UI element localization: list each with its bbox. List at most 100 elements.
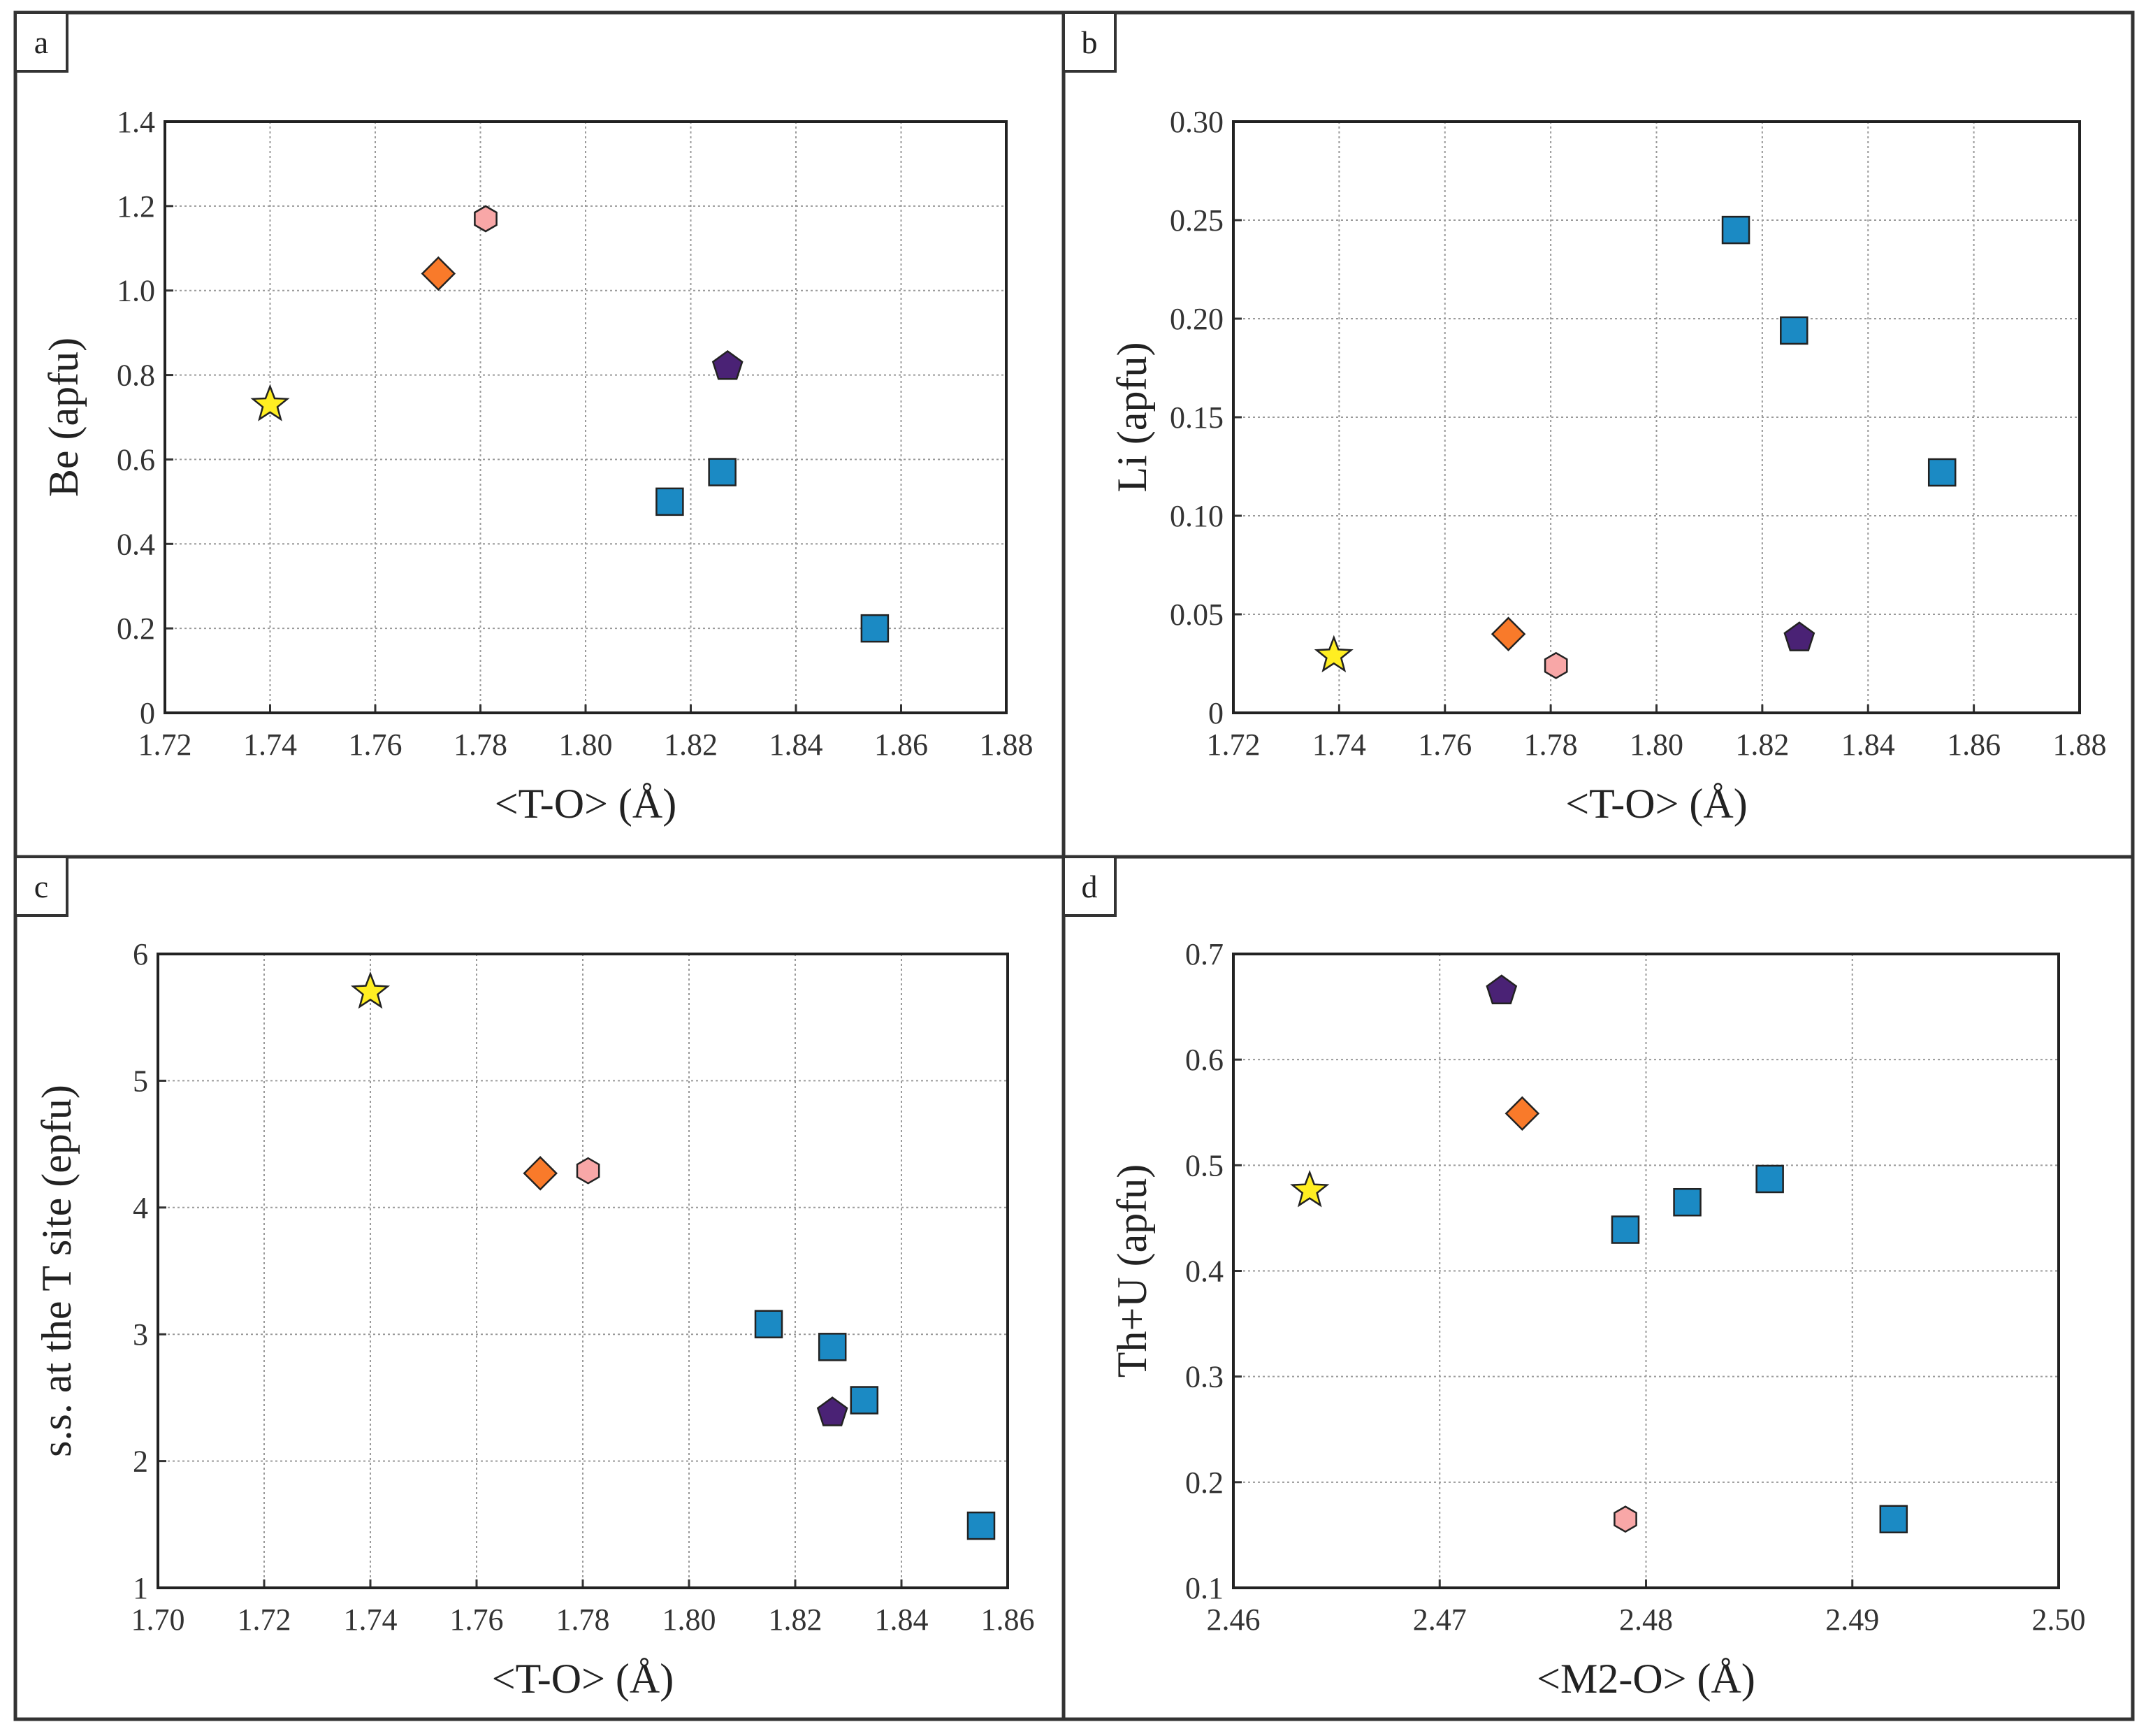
x-tick-label: 1.76 [450, 1603, 504, 1637]
y-tick-label: 2 [133, 1445, 148, 1479]
plot-area [1232, 953, 2060, 1589]
x-tick-label: 2.50 [2032, 1603, 2086, 1637]
square-marker [966, 1511, 996, 1540]
x-tick-label: 1.82 [664, 728, 718, 762]
y-tick-label: 0.4 [117, 527, 155, 561]
diamond-marker [421, 256, 456, 291]
x-tick-label: 1.74 [344, 1603, 398, 1637]
y-tick-label: 0.20 [1170, 302, 1224, 336]
plot-area [157, 953, 1009, 1589]
x-tick-label: 1.88 [980, 728, 1034, 762]
diamond-marker [1505, 1096, 1540, 1131]
x-tick-label: 1.78 [454, 728, 507, 762]
y-tick-label: 0.7 [1185, 937, 1224, 971]
hexagon-marker [474, 205, 498, 233]
y-axis-title: Th+U (apfu) [1109, 1164, 1155, 1377]
x-tick-label: 1.82 [769, 1603, 822, 1637]
x-tick-label: 1.80 [662, 1603, 716, 1637]
plot-area [1232, 120, 2081, 714]
y-tick-label: 0.25 [1170, 203, 1224, 238]
pentagon-marker [1783, 621, 1815, 651]
panel-a: a 1.72 1.74 1.76 1.78 1.80 1.82 1.84 1.86 1.88 0 0.… [13, 10, 1066, 859]
x-tick-label: 1.86 [874, 728, 928, 762]
hexagon-marker [1614, 1505, 1637, 1533]
x-tick-label: 2.48 [1619, 1603, 1673, 1637]
y-tick-label: 0.6 [1185, 1043, 1224, 1077]
x-axis-title: <M2-O> (Å) [1537, 1656, 1755, 1702]
x-tick-label: 1.72 [238, 1603, 291, 1637]
x-tick-label: 1.78 [556, 1603, 610, 1637]
x-tick-label: 1.80 [1630, 728, 1683, 762]
panel-b: b 1.72 1.74 1.76 1.78 1.80 1.82 1.84 1.86 1.88 0 0.… [1061, 10, 2135, 859]
panel-letter: b [1082, 24, 1098, 60]
x-axis-title: <T-O> (Å) [492, 1656, 674, 1702]
panel-letter-box [1062, 855, 1117, 917]
y-tick-label: 0.6 [117, 442, 155, 477]
y-tick-label: 0.5 [1185, 1148, 1224, 1182]
panel-d: d 2.46 2.47 2.48 2.49 2.50 0.1 0.2 0.3 0.4 0.5 0.6 0… [1061, 855, 2135, 1721]
y-tick-label: 0.15 [1170, 400, 1224, 435]
star-marker [1314, 635, 1354, 673]
y-tick-label: 0.1 [1185, 1571, 1224, 1605]
star-marker [1290, 1170, 1330, 1208]
y-tick-label: 6 [133, 937, 148, 971]
square-marker [1927, 458, 1957, 487]
panel-frame [1061, 855, 2135, 1721]
square-marker [818, 1333, 847, 1361]
y-tick-label: 0.8 [117, 359, 155, 393]
y-tick-label: 0.30 [1170, 105, 1224, 139]
panel-letter: a [34, 24, 48, 60]
y-tick-label: 5 [133, 1064, 148, 1098]
x-tick-label: 1.78 [1524, 728, 1578, 762]
square-marker [1879, 1505, 1908, 1533]
y-tick-label: 1.4 [117, 105, 155, 139]
diamond-marker [1491, 616, 1526, 651]
panel-letter: c [34, 869, 48, 904]
y-tick-label: 4 [133, 1191, 148, 1225]
y-tick-label: 0.2 [1185, 1466, 1224, 1500]
y-axis-title: Li (apfu) [1109, 342, 1155, 493]
plot-area [164, 120, 1008, 714]
x-tick-label: 1.72 [138, 728, 192, 762]
x-tick-label: 1.88 [2053, 728, 2107, 762]
square-marker [1780, 316, 1808, 345]
x-tick-label: 1.74 [243, 728, 297, 762]
square-marker [754, 1310, 783, 1338]
x-tick-label: 1.72 [1207, 728, 1261, 762]
square-marker [850, 1386, 879, 1415]
star-marker [250, 384, 290, 421]
x-tick-label: 1.84 [1841, 728, 1895, 762]
x-axis-title: <T-O> (Å) [495, 781, 676, 827]
square-marker [708, 458, 737, 486]
y-axis-title: s.s. at the T site (epfu) [34, 1085, 80, 1457]
y-tick-label: 0.3 [1185, 1360, 1224, 1394]
x-tick-label: 2.46 [1207, 1603, 1261, 1637]
x-tick-label: 2.47 [1413, 1603, 1467, 1637]
y-axis-title: Be (apfu) [41, 338, 87, 497]
star-marker [350, 971, 391, 1009]
x-tick-label: 1.82 [1735, 728, 1789, 762]
panel-c: c 1.70 1.72 1.74 1.76 1.78 1.80 1.82 1.84 1.86 1 2 3… [13, 855, 1066, 1721]
panel-letter-box [14, 11, 68, 73]
square-marker [1755, 1164, 1784, 1194]
hexagon-marker [1544, 651, 1568, 679]
diamond-marker [523, 1156, 558, 1191]
y-tick-label: 0 [1208, 696, 1224, 730]
square-marker [1721, 215, 1750, 245]
square-marker [1673, 1187, 1702, 1217]
x-tick-label: 1.84 [875, 1603, 929, 1637]
x-tick-label: 1.74 [1312, 728, 1366, 762]
y-tick-label: 0.2 [117, 612, 155, 646]
square-marker [655, 487, 684, 516]
y-tick-label: 3 [133, 1317, 148, 1352]
y-tick-label: 0.4 [1185, 1254, 1224, 1289]
y-tick-label: 0 [140, 696, 155, 730]
pentagon-marker [816, 1396, 848, 1426]
x-tick-label: 1.80 [559, 728, 613, 762]
x-tick-label: 1.84 [769, 728, 823, 762]
x-axis-title: <T-O> (Å) [1565, 781, 1747, 827]
panel-letter: d [1082, 869, 1098, 904]
x-tick-label: 1.76 [349, 728, 403, 762]
y-tick-label: 1.2 [117, 189, 155, 224]
